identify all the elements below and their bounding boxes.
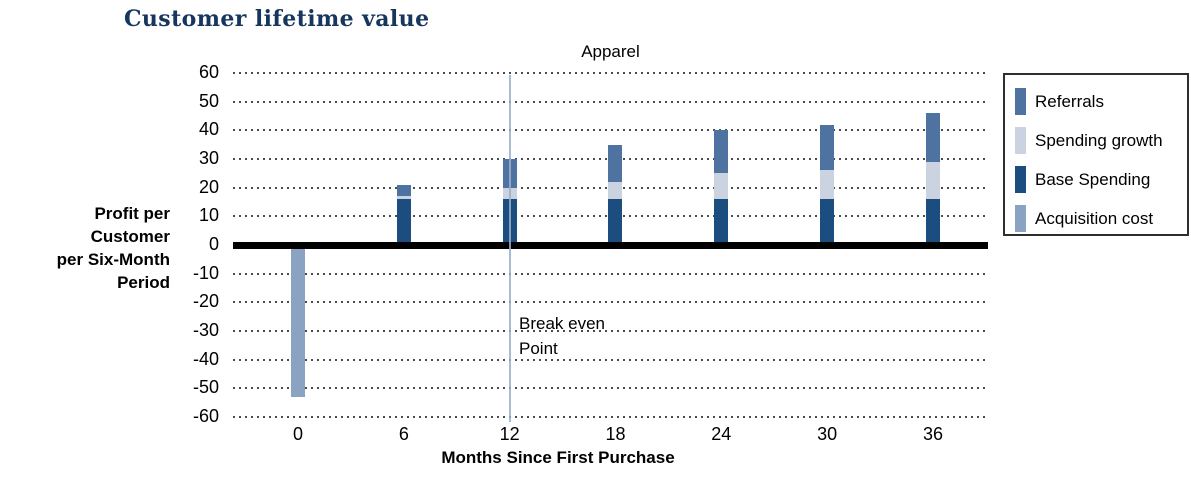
gridline (233, 387, 988, 390)
legend-swatch-icon (1015, 205, 1026, 232)
bar-segment-spending-growth (396, 196, 411, 200)
legend-swatch-icon (1015, 88, 1026, 115)
bar-segment-base-spending (820, 199, 835, 245)
gridline (233, 272, 988, 275)
break-even-annotation-line: Break even (519, 314, 605, 333)
legend-label: Base Spending (1035, 169, 1151, 189)
bar-segment-base-spending (396, 199, 411, 245)
break-even-line (509, 75, 511, 422)
x-tick-label: 12 (499, 424, 520, 444)
bar-segment-referrals (608, 144, 623, 182)
x-tick-label: 30 (817, 424, 838, 444)
bar-segment-spending-growth (820, 170, 835, 200)
y-tick-label: -10 (192, 262, 219, 283)
plot-area: Break even Point 0 6 12 18 24 30 36 (233, 72, 988, 444)
page-title: Customer lifetime value (124, 6, 430, 32)
y-axis-label: Profit per Customer per Six-Month Period (25, 202, 170, 294)
x-tick-label: 18 (605, 424, 626, 444)
y-tick-label: 50 (198, 90, 219, 111)
legend-swatch-icon (1015, 127, 1026, 154)
zero-axis-line (233, 241, 988, 249)
bar-segment-base-spending (608, 199, 623, 245)
y-tick-label: 20 (198, 176, 219, 197)
y-axis-label-line: per Six-Month (56, 250, 170, 269)
bar-segment-base-spending (925, 199, 940, 245)
gridline (233, 301, 988, 304)
bar-segment-spending-growth (714, 173, 729, 200)
break-even-annotation: Break even Point (519, 311, 605, 361)
legend-label: Acquisition cost (1035, 208, 1154, 228)
y-axis-label-line: Customer (90, 227, 170, 246)
y-tick-label: -30 (192, 320, 219, 340)
x-axis-label: Months Since First Purchase (441, 448, 675, 467)
gridline (233, 129, 988, 132)
legend-swatch-icon (1015, 166, 1026, 193)
y-axis-label-line: Profit per (94, 204, 170, 223)
y-tick-label: 60 (198, 62, 219, 82)
y-tick-label: -60 (192, 406, 219, 426)
legend-item-base-spending: Base Spending (1005, 160, 1187, 199)
legend-item-spending-growth: Spending growth (1005, 121, 1187, 160)
bar-segment-referrals (820, 124, 835, 171)
y-tick-label: 10 (198, 205, 219, 226)
gridline (233, 416, 988, 418)
gridline (233, 72, 988, 74)
bar-segment-acquisition-cost (291, 245, 305, 397)
gridline (233, 330, 988, 332)
legend-label: Referrals (1035, 91, 1104, 111)
gridline (233, 100, 988, 103)
y-tick-label: 40 (198, 119, 219, 140)
x-tick-label: 6 (398, 424, 409, 444)
y-tick-label: -40 (192, 348, 219, 369)
bar-segment-spending-growth (925, 161, 940, 200)
chart-title: Apparel (581, 42, 640, 61)
y-tick-label: -50 (192, 377, 219, 398)
y-axis-label-line: Period (117, 273, 170, 292)
bar-segment-referrals (925, 113, 940, 162)
legend-item-referrals: Referrals (1005, 82, 1187, 121)
gridline (233, 358, 988, 361)
bar-segment-base-spending (714, 199, 729, 245)
legend: Referrals Spending growth Base Spending Acq… (1003, 73, 1189, 236)
x-tick-label: 0 (292, 424, 303, 444)
y-tick-label: 30 (198, 148, 219, 168)
y-axis-tick-labels: 60 50 40 30 20 10 0 -10 -20 -30 -40 -50 -60 (150, 62, 225, 426)
legend-item-acquisition-cost: Acquisition cost (1005, 199, 1187, 238)
bar-segment-referrals (714, 130, 729, 174)
bar-segment-referrals (396, 184, 411, 197)
y-tick-label: -20 (192, 291, 219, 312)
break-even-annotation-line: Point (519, 339, 558, 358)
x-tick-label: 24 (711, 424, 732, 444)
legend-label: Spending growth (1035, 130, 1163, 150)
bar-segment-spending-growth (608, 181, 623, 200)
x-tick-label: 36 (922, 424, 943, 444)
y-tick-label: 0 (208, 234, 219, 254)
